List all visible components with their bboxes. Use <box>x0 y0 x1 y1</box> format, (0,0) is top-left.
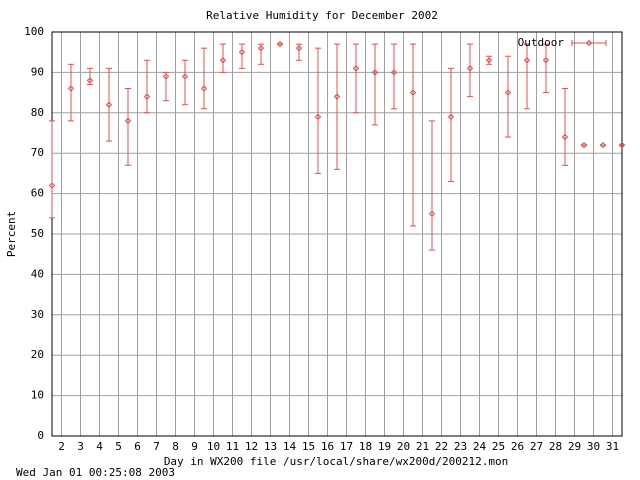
point <box>181 73 189 80</box>
y-tick-label: 30 <box>31 308 44 321</box>
point <box>48 182 56 189</box>
point <box>333 93 341 100</box>
x-tick-label: 9 <box>191 440 198 453</box>
point <box>124 117 132 125</box>
point <box>143 93 151 100</box>
x-tick-label: 24 <box>473 440 487 453</box>
point <box>447 113 455 121</box>
x-tick-label: 6 <box>134 440 141 453</box>
footer: Wed Jan 01 00:25:08 2003 <box>16 466 175 479</box>
chart-title: Relative Humidity for December 2002 <box>206 9 438 22</box>
point <box>580 141 588 149</box>
legend-label: Outdoor <box>518 36 565 49</box>
point <box>618 141 626 149</box>
x-tick-label: 2 <box>58 440 65 453</box>
point <box>200 85 208 92</box>
point <box>257 44 265 52</box>
point <box>428 210 436 218</box>
point <box>105 101 113 108</box>
point <box>86 77 94 84</box>
point <box>276 40 284 48</box>
y-tick-label: 20 <box>31 348 44 361</box>
x-tick-label: 14 <box>283 440 297 453</box>
x-tick-label: 8 <box>172 440 179 453</box>
x-tick-label: 25 <box>492 440 505 453</box>
point <box>314 113 322 121</box>
point <box>523 57 531 64</box>
x-tick-label: 20 <box>397 440 410 453</box>
y-tick-label: 80 <box>31 106 44 119</box>
point <box>561 133 569 141</box>
x-tick-label: 31 <box>606 440 619 453</box>
x-tick-label: 15 <box>302 440 315 453</box>
x-tick-label: 7 <box>153 440 160 453</box>
point <box>504 89 512 96</box>
x-tick-label: 13 <box>264 440 277 453</box>
point <box>371 69 379 76</box>
x-tick-label: 27 <box>530 440 543 453</box>
y-tick-label: 100 <box>24 25 44 38</box>
point <box>542 57 550 64</box>
point <box>485 57 493 64</box>
point <box>390 69 398 76</box>
x-tick-label: 23 <box>454 440 467 453</box>
point <box>67 85 75 92</box>
point <box>295 44 303 52</box>
legend-point <box>585 39 593 47</box>
x-tick-label: 4 <box>96 440 103 453</box>
x-tick-label: 21 <box>416 440 429 453</box>
point <box>409 89 417 96</box>
y-tick-label: 40 <box>31 267 44 280</box>
point <box>162 73 170 80</box>
y-tick-label: 60 <box>31 187 44 200</box>
x-tick-label: 19 <box>378 440 391 453</box>
x-tick-label: 22 <box>435 440 448 453</box>
point <box>599 141 607 149</box>
y-tick-label: 70 <box>31 146 44 159</box>
x-tick-label: 12 <box>245 440 258 453</box>
y-tick-label: 50 <box>31 227 44 240</box>
x-tick-label: 11 <box>226 440 239 453</box>
plot-border <box>51 31 623 437</box>
y-tick-label: 10 <box>31 389 44 402</box>
x-tick-label: 16 <box>321 440 334 453</box>
point <box>352 65 360 72</box>
x-tick-label: 28 <box>549 440 562 453</box>
x-tick-label: 26 <box>511 440 524 453</box>
point <box>219 57 227 64</box>
x-tick-label: 18 <box>359 440 372 453</box>
x-tick-label: 5 <box>115 440 122 453</box>
x-tick-label: 17 <box>340 440 353 453</box>
y-tick-label: 0 <box>37 429 44 442</box>
point <box>238 48 246 56</box>
y-axis-label: Percent <box>5 211 18 257</box>
x-axis-label: Day in WX200 file /usr/local/share/wx200… <box>164 455 508 468</box>
x-tick-label: 30 <box>587 440 600 453</box>
x-tick-label: 10 <box>207 440 220 453</box>
x-tick-label: 29 <box>568 440 581 453</box>
y-tick-label: 90 <box>31 65 44 78</box>
point <box>466 65 474 72</box>
x-tick-label: 3 <box>77 440 84 453</box>
